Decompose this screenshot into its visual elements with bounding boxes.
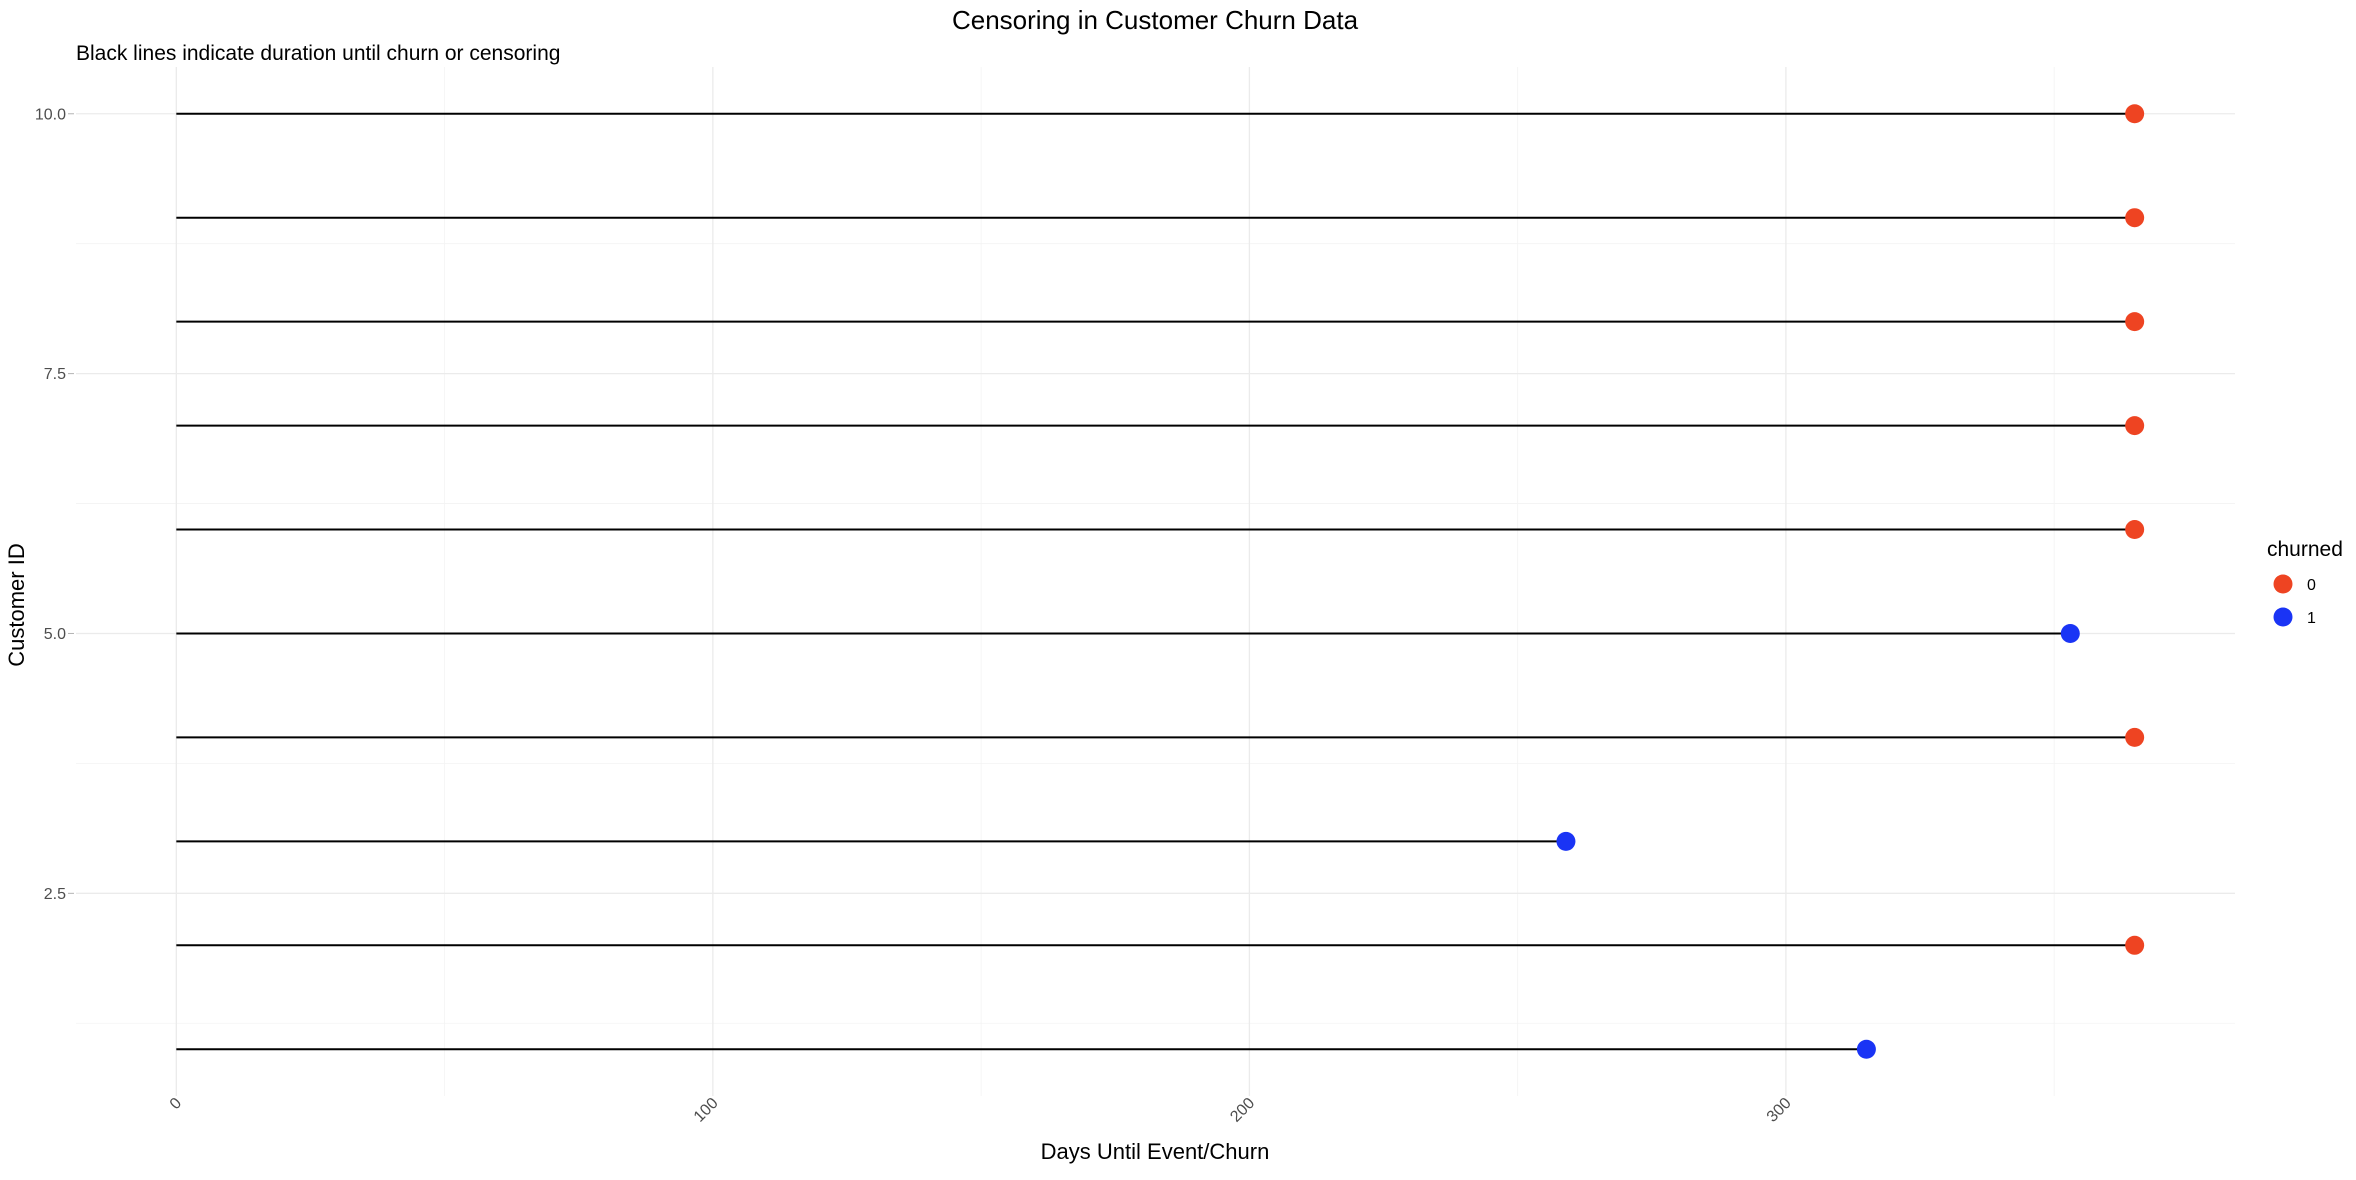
y-tick-label: 7.5 [44, 366, 66, 383]
event-point [1556, 831, 1576, 851]
event-point [2060, 623, 2080, 643]
event-point [2125, 208, 2145, 228]
grid-lines [76, 67, 2235, 1096]
event-point [1856, 1039, 1876, 1059]
y-tick-label: 2.5 [44, 886, 66, 903]
chart-subtitle: Black lines indicate duration until chur… [76, 42, 560, 65]
x-tick-label: 300 [1764, 1095, 1795, 1126]
y-axis-ticks: 2.5 5.0 7.5 10.0 [35, 106, 74, 903]
event-point [2125, 104, 2145, 124]
legend-label: 0 [2307, 577, 2316, 594]
legend-key [2273, 607, 2293, 627]
y-axis-title: Customer ID [4, 543, 29, 666]
event-point [2125, 416, 2145, 436]
event-point [2125, 727, 2145, 747]
legend-title: churned [2267, 538, 2343, 561]
x-tick-label: 0 [167, 1095, 185, 1113]
chart-title: Censoring in Customer Churn Data [952, 5, 1359, 35]
x-axis-title: Days Until Event/Churn [1041, 1139, 1270, 1164]
y-tick-label: 10.0 [35, 106, 66, 123]
x-axis-ticks: 0 100 200 300 [167, 1095, 1795, 1126]
legend: churned 0 1 [2267, 538, 2343, 627]
legend-label: 1 [2307, 610, 2316, 627]
event-point [2125, 312, 2145, 332]
event-point [2125, 935, 2145, 955]
x-tick-label: 200 [1227, 1095, 1258, 1126]
legend-key [2273, 574, 2293, 594]
y-tick-label: 5.0 [44, 626, 66, 643]
event-points [1556, 104, 2145, 1059]
x-tick-label: 100 [691, 1095, 722, 1126]
duration-segments [176, 112, 2135, 1051]
event-point [2125, 520, 2145, 540]
